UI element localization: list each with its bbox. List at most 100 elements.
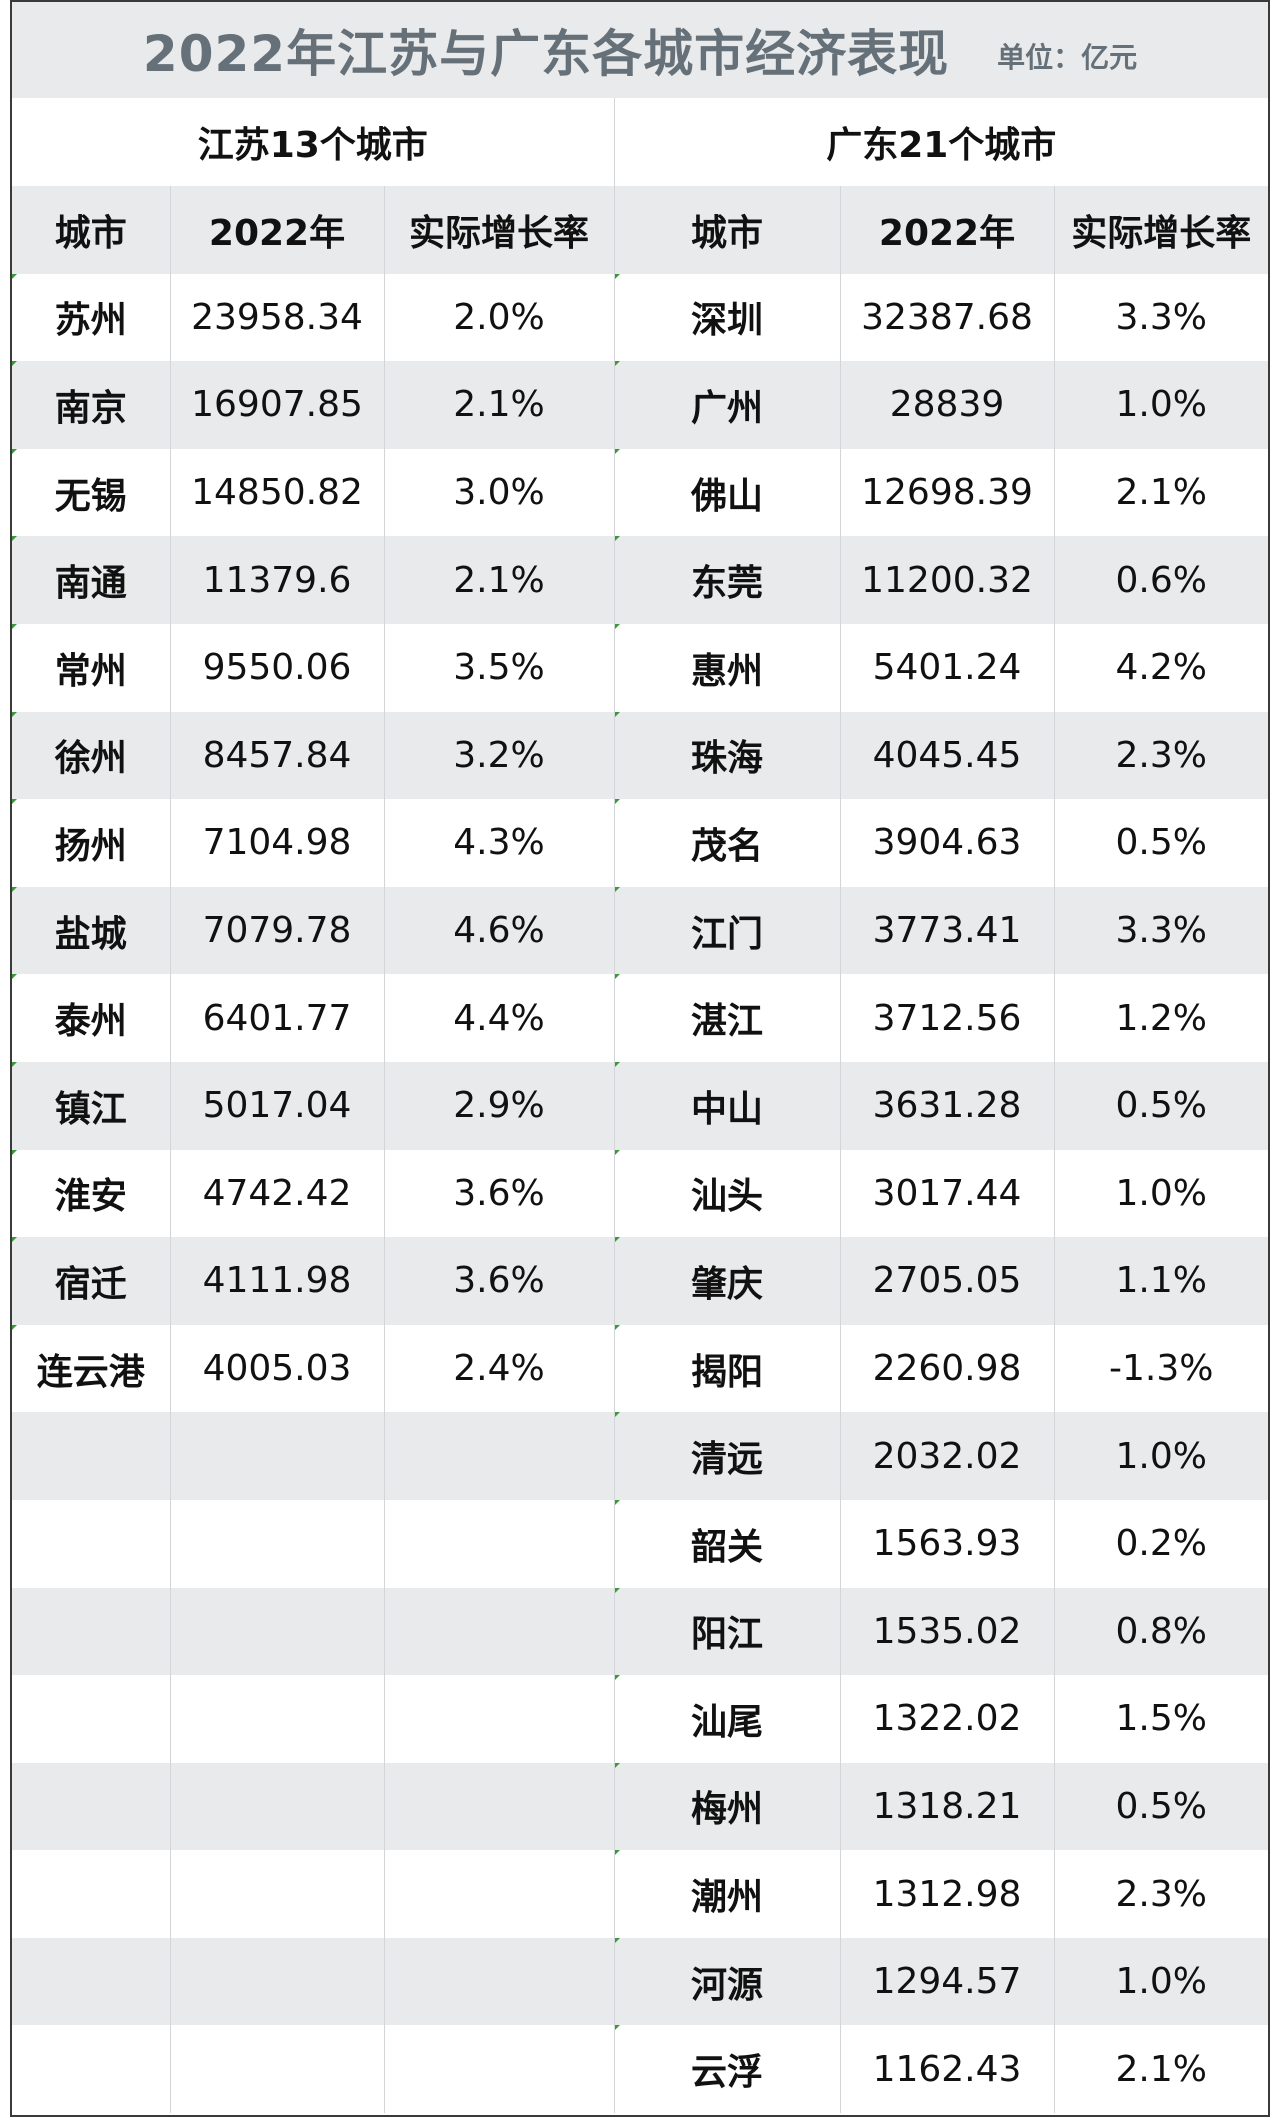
jiangsu-growth-cell: 3.2%	[384, 711, 615, 800]
cell-marker-icon	[614, 448, 620, 454]
jiangsu-city-cell: 南通	[12, 536, 171, 624]
guangdong-gdp-cell: 1535.02	[840, 1587, 1055, 1676]
guangdong-gdp-cell: 12698.39	[840, 448, 1055, 537]
jiangsu-gdp-cell: 7079.78	[170, 886, 385, 975]
guangdong-growth-cell: 1.1%	[1054, 1237, 1268, 1325]
table-row: 扬州 7104.98 4.3% 茂名 3904.63 0.5%	[12, 799, 1268, 887]
table-row: 无锡 14850.82 3.0% 佛山 12698.39 2.1%	[12, 448, 1268, 537]
jiangsu-growth-cell	[384, 1499, 615, 1588]
cell-marker-icon	[614, 1587, 620, 1593]
table-row: 汕尾 1322.02 1.5%	[12, 1675, 1268, 1763]
cell-marker-icon	[12, 1061, 17, 1067]
guangdong-city-cell: 深圳	[614, 273, 841, 362]
jiangsu-growth-cell	[384, 1850, 615, 1938]
guangdong-city-cell: 河源	[614, 1937, 841, 2026]
guangdong-gdp-cell: 3017.44	[840, 1149, 1055, 1238]
cell-marker-icon	[614, 799, 620, 805]
table-row: 盐城 7079.78 4.6% 江门 3773.41 3.3%	[12, 886, 1268, 975]
jiangsu-gdp-cell	[170, 1675, 385, 1763]
jiangsu-gdp-cell: 23958.34	[170, 273, 385, 362]
cell-marker-icon	[614, 1762, 620, 1768]
jiangsu-city-cell	[12, 1587, 171, 1676]
table-row: 连云港 4005.03 2.4% 揭阳 2260.98 -1.3%	[12, 1324, 1268, 1413]
jiangsu-header-city: 城市	[12, 186, 171, 274]
jiangsu-growth-cell	[384, 1937, 615, 2026]
cell-marker-icon	[12, 974, 17, 980]
guangdong-growth-cell: 1.5%	[1115, 1698, 1207, 1740]
guangdong-gdp-cell: 1312.98	[840, 1850, 1055, 1938]
table-row: 南通 11379.6 2.1% 东莞 11200.32 0.6%	[12, 536, 1268, 624]
cell-marker-icon	[12, 448, 17, 454]
guangdong-gdp-cell: 3631.28	[840, 1061, 1055, 1150]
jiangsu-growth-cell: 3.5%	[384, 623, 615, 712]
jiangsu-gdp-cell: 9550.06	[170, 623, 385, 712]
table-row: 徐州 8457.84 3.2% 珠海 4045.45 2.3%	[12, 711, 1268, 800]
jiangsu-growth-cell: 4.6%	[384, 886, 615, 975]
cell-marker-icon	[614, 273, 620, 279]
table-row: 淮安 4742.42 3.6% 汕头 3017.44 1.0%	[12, 1149, 1268, 1238]
jiangsu-growth-cell	[384, 1675, 615, 1763]
guangdong-gdp-cell: 2705.05	[840, 1237, 1055, 1325]
table-row: 南京 16907.85 2.1% 广州 28839 1.0%	[12, 361, 1268, 449]
guangdong-gdp-cell: 1294.57	[840, 1937, 1055, 2026]
jiangsu-city-cell: 镇江	[12, 1061, 171, 1150]
table-row: 泰州 6401.77 4.4% 湛江 3712.56 1.2%	[12, 974, 1268, 1062]
jiangsu-growth-cell: 3.6%	[384, 1237, 615, 1325]
jiangsu-growth-cell: 2.4%	[384, 1324, 615, 1413]
guangdong-growth-cell: 2.3%	[1054, 711, 1268, 800]
guangdong-city-cell: 韶关	[614, 1499, 841, 1588]
guangdong-gdp-cell: 1162.43	[840, 2025, 1055, 2114]
guangdong-gdp-cell: 1322.02	[840, 1675, 1055, 1763]
guangdong-city-cell: 佛山	[614, 448, 841, 537]
jiangsu-gdp-cell: 5017.04	[170, 1061, 385, 1150]
guangdong-growth-cell: 1.0%	[1054, 1412, 1268, 1500]
guangdong-gdp-cell: 3904.63	[840, 799, 1055, 887]
jiangsu-city-cell	[12, 2025, 171, 2114]
guangdong-gdp-cell: 2032.02	[840, 1412, 1055, 1500]
guangdong-gdp-cell: 11200.32	[840, 536, 1055, 624]
table-row: 阳江 1535.02 0.8%	[12, 1587, 1268, 1676]
guangdong-growth-cell: 1.2%	[1115, 997, 1207, 1039]
guangdong-city-cell: 江门	[614, 886, 841, 975]
guangdong-gdp-cell: 1563.93	[840, 1499, 1055, 1588]
jiangsu-growth-cell: 3.6%	[384, 1149, 615, 1238]
guangdong-city-cell: 中山	[614, 1061, 841, 1150]
table-row: 常州 9550.06 3.5% 惠州 5401.24 4.2%	[12, 623, 1268, 712]
guangdong-header-gdp: 2022年	[840, 186, 1055, 274]
jiangsu-growth-cell: 2.0%	[384, 273, 615, 362]
guangdong-growth-cell: 0.5%	[1054, 1061, 1268, 1150]
cell-marker-icon	[12, 711, 17, 717]
guangdong-gdp-cell: 3712.56	[840, 974, 1055, 1062]
jiangsu-growth-cell	[384, 1762, 615, 1851]
table-row: 韶关 1563.93 0.2%	[12, 1499, 1268, 1588]
guangdong-city-cell: 汕头	[614, 1149, 841, 1238]
cell-marker-icon	[12, 1237, 17, 1243]
guangdong-gdp-cell: 4045.45	[840, 711, 1055, 800]
guangdong-city-cell: 湛江	[614, 974, 841, 1062]
jiangsu-growth-cell	[384, 1412, 615, 1500]
city-economy-table: 城市 2022年 实际增长率 城市 2022年 实际增长率 苏州 23958.34…	[12, 186, 1268, 2114]
jiangsu-gdp-cell: 8457.84	[170, 711, 385, 800]
table-row: 镇江 5017.04 2.9% 中山 3631.28 0.5%	[12, 1061, 1268, 1150]
guangdong-growth-cell: 1.0%	[1054, 1937, 1268, 2026]
guangdong-growth-cell: 2.1%	[1115, 472, 1207, 514]
guangdong-city-cell: 阳江	[614, 1587, 841, 1676]
guangdong-city-cell: 东莞	[614, 536, 841, 624]
jiangsu-gdp-cell: 16907.85	[170, 361, 385, 449]
jiangsu-gdp-cell: 11379.6	[170, 536, 385, 624]
cell-marker-icon	[614, 1061, 620, 1067]
jiangsu-header-growth: 实际增长率	[384, 186, 615, 274]
guangdong-growth-cell: 0.5%	[1054, 1762, 1268, 1851]
guangdong-growth-cell: 2.1%	[1115, 2048, 1207, 2090]
cell-marker-icon	[614, 1324, 620, 1330]
guangdong-growth-cell: 1.0%	[1054, 361, 1268, 449]
title-bar: 2022年江苏与广东各城市经济表现 单位：亿元	[12, 2, 1268, 98]
jiangsu-city-cell: 无锡	[12, 448, 171, 537]
page-title: 2022年江苏与广东各城市经济表现	[142, 25, 950, 83]
jiangsu-gdp-cell	[170, 2025, 385, 2114]
guangdong-growth-cell: 0.5%	[1115, 822, 1207, 864]
jiangsu-city-cell	[12, 1675, 171, 1763]
cell-marker-icon	[12, 1149, 17, 1155]
jiangsu-city-cell	[12, 1937, 171, 2026]
cell-marker-icon	[614, 711, 620, 717]
